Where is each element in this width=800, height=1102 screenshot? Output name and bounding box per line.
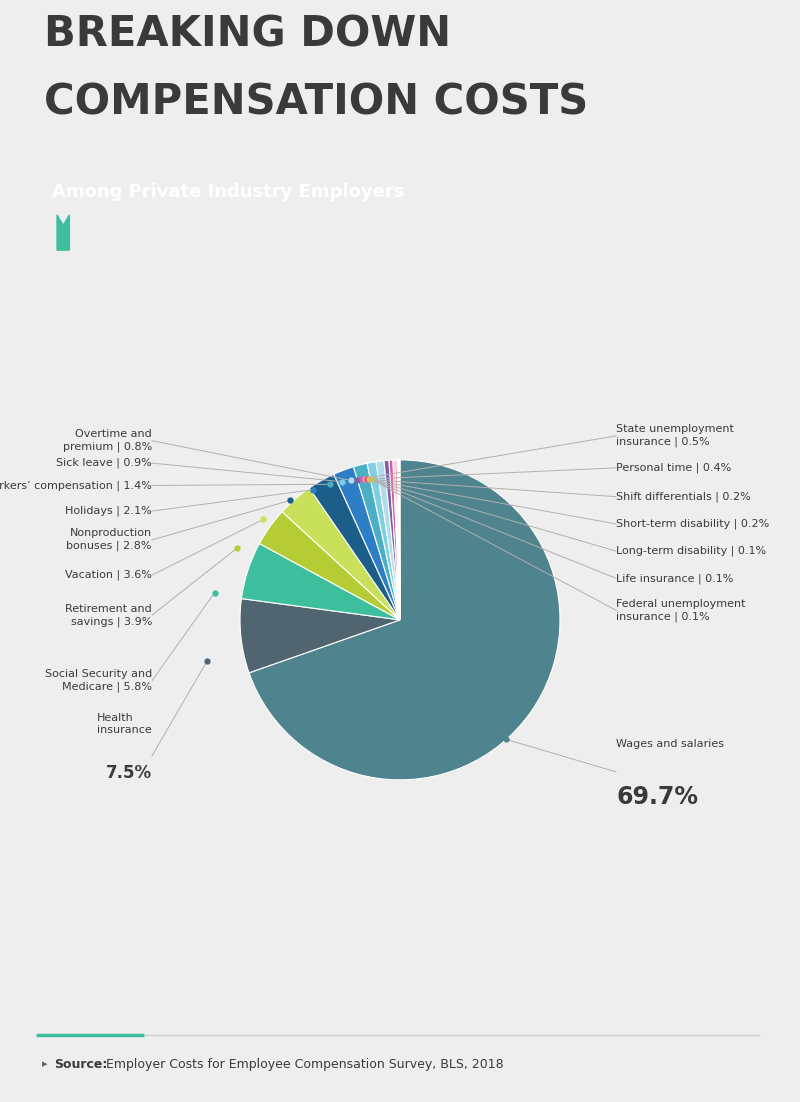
Text: Sick leave | 0.9%: Sick leave | 0.9%: [56, 457, 152, 468]
Text: Short-term disability | 0.2%: Short-term disability | 0.2%: [616, 519, 770, 529]
Text: Nonproduction
bonuses | 2.8%: Nonproduction bonuses | 2.8%: [66, 529, 152, 551]
Text: Retirement and
savings | 3.9%: Retirement and savings | 3.9%: [66, 604, 152, 627]
Wedge shape: [242, 543, 400, 619]
Wedge shape: [399, 460, 400, 619]
Text: Among Private Industry Employers: Among Private Industry Employers: [52, 183, 404, 201]
Wedge shape: [334, 467, 400, 619]
Wedge shape: [282, 488, 400, 619]
Wedge shape: [397, 460, 400, 619]
Wedge shape: [393, 460, 400, 619]
Text: Health
insurance: Health insurance: [98, 713, 152, 735]
Text: Source:: Source:: [54, 1058, 108, 1071]
Text: Federal unemployment
insurance | 0.1%: Federal unemployment insurance | 0.1%: [616, 598, 746, 622]
Wedge shape: [354, 463, 400, 619]
Text: Life insurance | 0.1%: Life insurance | 0.1%: [616, 573, 734, 584]
Text: Wages and salaries: Wages and salaries: [616, 739, 724, 749]
Wedge shape: [310, 474, 400, 619]
Text: State unemployment
insurance | 0.5%: State unemployment insurance | 0.5%: [616, 424, 734, 447]
Text: Vacation | 3.6%: Vacation | 3.6%: [65, 570, 152, 581]
Text: COMPENSATION COSTS: COMPENSATION COSTS: [44, 82, 588, 125]
Text: Employer Costs for Employee Compensation Survey, BLS, 2018: Employer Costs for Employee Compensation…: [102, 1058, 504, 1071]
Text: BREAKING DOWN: BREAKING DOWN: [44, 13, 451, 56]
Polygon shape: [418, 171, 428, 213]
Text: ▸: ▸: [42, 1059, 47, 1069]
Text: Shift differentials | 0.2%: Shift differentials | 0.2%: [616, 491, 750, 501]
Wedge shape: [395, 460, 400, 619]
Wedge shape: [249, 460, 560, 780]
Text: Long-term disability | 0.1%: Long-term disability | 0.1%: [616, 545, 766, 557]
Wedge shape: [367, 462, 400, 619]
Text: Personal time | 0.4%: Personal time | 0.4%: [616, 463, 731, 473]
Wedge shape: [389, 460, 400, 619]
Wedge shape: [240, 598, 400, 673]
Wedge shape: [376, 461, 400, 619]
Polygon shape: [57, 215, 70, 250]
Text: Social Security and
Medicare | 5.8%: Social Security and Medicare | 5.8%: [45, 669, 152, 692]
Wedge shape: [384, 461, 400, 619]
Text: Workers’ compensation | 1.4%: Workers’ compensation | 1.4%: [0, 480, 152, 490]
Text: 69.7%: 69.7%: [616, 785, 698, 809]
Wedge shape: [398, 460, 400, 619]
Text: Holidays | 2.1%: Holidays | 2.1%: [66, 506, 152, 517]
Text: 7.5%: 7.5%: [106, 764, 152, 782]
Wedge shape: [259, 511, 400, 619]
Text: Overtime and
premium | 0.8%: Overtime and premium | 0.8%: [62, 429, 152, 452]
